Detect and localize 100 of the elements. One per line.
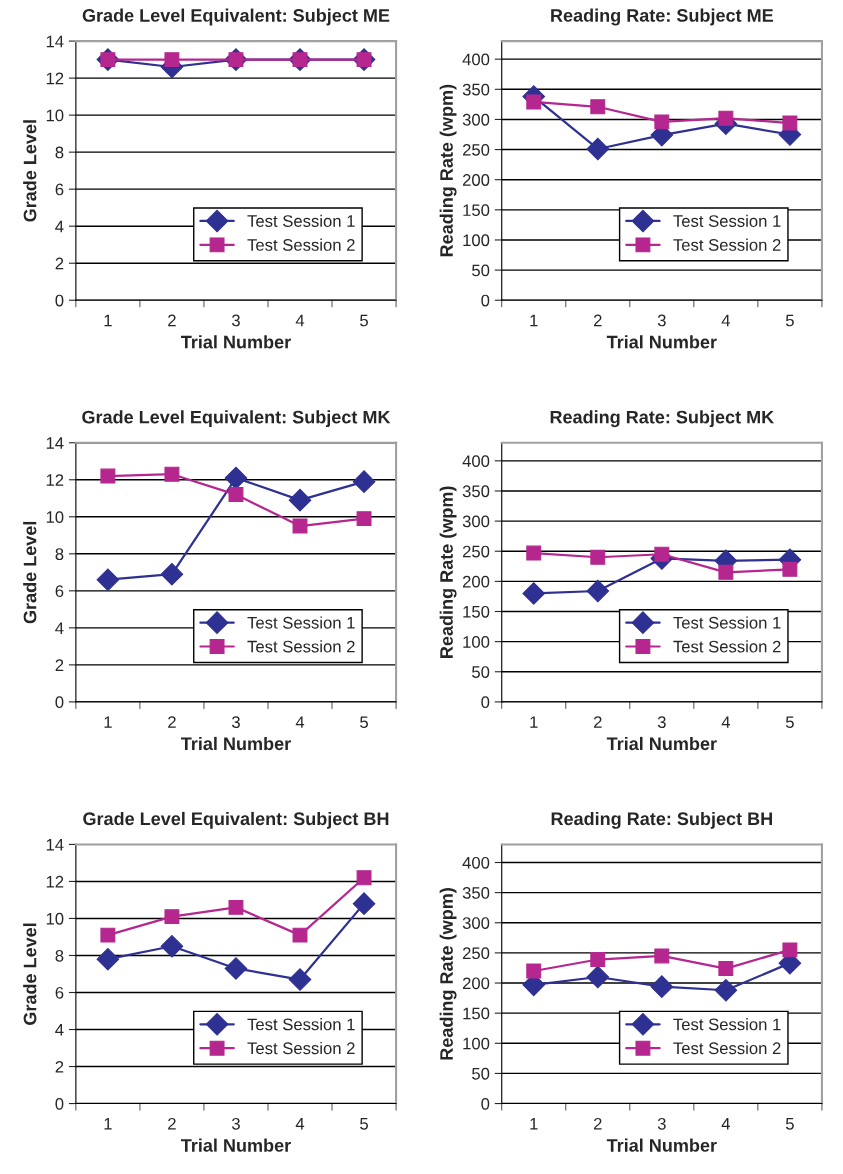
y-tick-label: 2: [55, 659, 64, 671]
y-tick-label: 350: [462, 887, 490, 899]
y-tick-label: 2: [55, 1060, 64, 1073]
y-tick-label: 0: [55, 1097, 64, 1110]
y-tick-label: 50: [472, 666, 490, 678]
point: [718, 564, 734, 580]
point: [224, 957, 248, 980]
y-tick-label: 300: [462, 515, 490, 528]
y-tick-label: 0: [481, 294, 490, 307]
y-axis-title: Grade Level: [23, 120, 37, 222]
x-tick-label: 4: [721, 716, 731, 728]
x-tick-label: 3: [657, 314, 666, 327]
point: [586, 579, 610, 603]
y-tick-label: 12: [46, 875, 64, 888]
y-tick-label: 4: [55, 622, 64, 634]
x-tick-label: 5: [785, 716, 794, 729]
point: [288, 488, 312, 512]
point: [292, 927, 308, 943]
point: [654, 114, 670, 130]
point: [160, 562, 184, 586]
point: [100, 927, 116, 943]
y-tick-label: 10: [46, 912, 64, 925]
y-tick-label: 6: [55, 585, 64, 598]
x-tick-label: 3: [231, 716, 240, 729]
x-axis-title: Trial Number: [606, 1138, 717, 1152]
point: [96, 568, 120, 592]
x-tick-label: 1: [530, 716, 538, 728]
y-tick-label: 10: [46, 109, 64, 122]
legend-label: Test Session 1: [673, 214, 781, 227]
y-tick-label: 2: [55, 257, 64, 270]
x-tick-label: 2: [593, 1117, 602, 1130]
point: [782, 115, 798, 131]
point: [718, 110, 734, 126]
point: [526, 94, 542, 110]
x-axis-title: Trial Number: [180, 736, 291, 751]
x-tick-label: 2: [168, 1117, 176, 1130]
x-tick-label: 5: [360, 1118, 368, 1130]
legend-label: Test Session 1: [247, 616, 355, 629]
point: [522, 582, 546, 605]
y-axis-title: Reading Rate (wpm): [439, 888, 457, 1060]
x-tick-label: 1: [530, 314, 538, 327]
y-tick-label: 150: [463, 204, 490, 217]
point: [356, 870, 372, 886]
point: [292, 518, 308, 534]
y-tick-label: 8: [55, 548, 64, 561]
y-tick-label: 150: [463, 1007, 490, 1020]
legend-label: Test Session 2: [673, 238, 781, 251]
point: [100, 468, 116, 484]
y-tick-label: 8: [55, 146, 64, 159]
x-tick-label: 5: [360, 716, 368, 729]
y-tick-label: 0: [481, 696, 490, 709]
x-axis-title: Trial Number: [180, 1138, 291, 1152]
point: [590, 99, 606, 115]
chart-title: Grade Level Equivalent: Subject MK: [82, 410, 391, 428]
y-axis-title: Reading Rate (wpm): [439, 486, 457, 658]
x-axis-title: Trial Number: [606, 736, 717, 751]
y-tick-label: 300: [462, 917, 490, 929]
point: [228, 487, 244, 503]
x-tick-label: 4: [295, 716, 305, 728]
y-tick-label: 200: [462, 575, 490, 588]
x-tick-label: 3: [657, 1117, 666, 1130]
y-tick-label: 12: [46, 72, 64, 85]
legend-label: Test Session 2: [247, 238, 355, 251]
y-tick-label: 14: [46, 437, 64, 449]
x-tick-label: 1: [104, 716, 112, 728]
x-tick-label: 5: [785, 314, 794, 327]
y-tick-label: 50: [472, 264, 490, 277]
x-tick-label: 3: [231, 314, 240, 327]
legend-label: Test Session 1: [673, 1018, 781, 1031]
point: [96, 947, 120, 971]
chart-title: Reading Rate: Subject ME: [551, 8, 773, 26]
y-tick-label: 8: [55, 949, 64, 962]
x-tick-label: 4: [295, 1118, 305, 1130]
y-axis-title: Reading Rate (wpm): [439, 84, 457, 257]
point: [590, 952, 606, 967]
y-tick-label: 0: [55, 294, 64, 307]
point: [288, 968, 312, 991]
point: [782, 942, 798, 958]
point: [228, 899, 244, 915]
x-tick-label: 5: [785, 1118, 794, 1130]
x-tick-label: 4: [721, 1118, 731, 1130]
x-tick-label: 3: [657, 716, 666, 729]
point: [650, 975, 674, 998]
point: [164, 909, 180, 925]
y-tick-label: 6: [55, 986, 64, 999]
y-tick-label: 400: [462, 856, 490, 869]
y-tick-label: 150: [463, 605, 490, 618]
legend-label: Test Session 1: [247, 1018, 355, 1031]
x-tick-label: 1: [104, 314, 112, 327]
y-axis-title: Grade Level: [23, 521, 37, 624]
y-tick-label: 400: [462, 455, 490, 468]
point: [586, 137, 610, 161]
y-tick-label: 350: [462, 485, 490, 498]
y-tick-label: 100: [463, 234, 490, 247]
y-tick-label: 250: [462, 545, 490, 558]
x-tick-label: 4: [721, 314, 731, 327]
x-tick-label: 3: [231, 1117, 240, 1130]
point: [352, 470, 376, 493]
y-tick-label: 0: [481, 1097, 490, 1110]
y-tick-label: 10: [46, 511, 64, 523]
